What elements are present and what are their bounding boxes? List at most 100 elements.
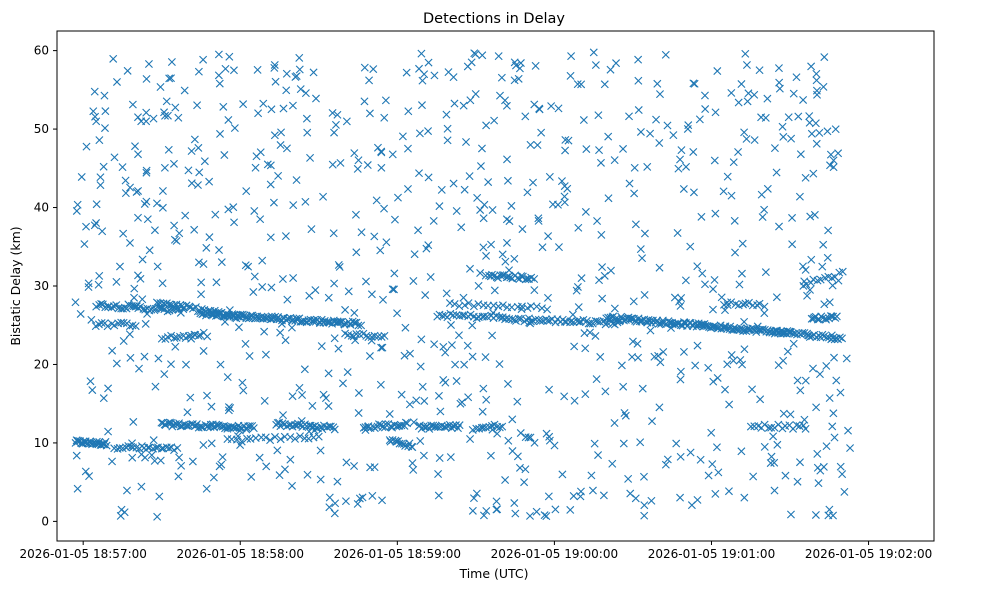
data-point <box>551 505 560 514</box>
data-point <box>735 280 744 289</box>
data-point <box>142 74 151 83</box>
data-point <box>245 352 254 361</box>
data-point <box>606 313 615 322</box>
data-point <box>554 243 563 252</box>
data-point <box>214 71 223 80</box>
data-point <box>812 403 821 412</box>
data-point <box>174 472 183 481</box>
data-point <box>141 453 150 462</box>
data-point <box>801 173 810 182</box>
data-point <box>811 119 820 128</box>
data-point <box>241 339 250 348</box>
data-point <box>95 271 104 280</box>
data-point <box>360 97 369 106</box>
data-point <box>112 77 121 86</box>
data-point <box>770 144 779 153</box>
data-point <box>319 192 328 201</box>
data-point <box>404 107 413 116</box>
data-point <box>476 205 485 214</box>
data-point <box>798 262 807 271</box>
data-point <box>711 209 720 218</box>
data-point <box>77 172 86 181</box>
data-point <box>378 343 387 352</box>
data-point <box>424 58 433 67</box>
data-point <box>276 435 285 444</box>
data-point <box>373 143 382 152</box>
data-point <box>357 321 366 330</box>
data-point <box>351 336 360 345</box>
data-point <box>441 378 450 387</box>
data-point <box>388 285 397 294</box>
data-point <box>330 425 339 434</box>
data-point <box>288 392 297 401</box>
data-point <box>117 505 126 514</box>
data-point <box>439 342 448 351</box>
data-point <box>676 375 685 384</box>
data-point <box>471 90 480 98</box>
data-point <box>92 200 101 209</box>
data-point <box>805 112 814 121</box>
data-point <box>353 164 362 173</box>
data-point <box>737 447 746 456</box>
data-point <box>284 314 293 323</box>
data-point <box>767 423 776 432</box>
data-point <box>674 164 683 173</box>
data-point <box>243 434 252 443</box>
data-point <box>463 341 472 350</box>
data-point <box>267 283 276 292</box>
data-point <box>514 314 523 323</box>
data-point <box>115 262 124 271</box>
data-point <box>786 510 795 519</box>
data-point <box>259 99 268 108</box>
data-point <box>405 439 414 448</box>
data-point <box>296 432 305 441</box>
data-point <box>409 465 418 474</box>
data-point <box>828 422 837 431</box>
data-point <box>353 499 362 508</box>
data-point <box>812 139 821 148</box>
data-point <box>153 512 162 521</box>
data-point <box>513 274 522 283</box>
data-point <box>151 382 160 391</box>
data-point <box>342 458 351 467</box>
data-point <box>530 286 539 295</box>
data-point <box>800 415 809 424</box>
data-point <box>92 117 101 126</box>
data-point <box>85 472 94 481</box>
data-point <box>589 48 598 57</box>
data-point <box>698 269 707 278</box>
data-point <box>366 463 375 472</box>
data-point <box>171 103 180 112</box>
data-point <box>829 409 838 418</box>
y-tick-label: 30 <box>34 279 49 293</box>
data-point <box>164 145 173 154</box>
data-point <box>517 272 526 281</box>
data-point <box>801 265 810 274</box>
data-point <box>610 304 619 313</box>
data-point <box>176 308 185 317</box>
data-point <box>740 317 749 326</box>
data-point <box>709 285 718 294</box>
data-point <box>755 66 764 75</box>
data-point <box>534 214 543 223</box>
data-point <box>727 350 736 359</box>
data-point <box>209 473 218 482</box>
data-point <box>788 213 797 222</box>
data-point <box>724 487 733 496</box>
data-point <box>577 80 586 89</box>
data-point <box>266 233 275 242</box>
data-point <box>350 308 359 317</box>
data-point <box>401 323 410 332</box>
data-point <box>400 351 409 360</box>
data-point <box>673 229 682 237</box>
data-point <box>561 135 570 144</box>
data-point <box>457 223 466 232</box>
data-point <box>561 146 570 155</box>
data-point <box>216 129 225 138</box>
x-tick-label: 2026-01-05 19:00:00 <box>491 547 618 561</box>
data-point <box>169 159 178 168</box>
data-point <box>245 422 254 431</box>
data-point <box>214 309 223 318</box>
data-point <box>215 79 224 88</box>
data-point <box>689 188 698 197</box>
